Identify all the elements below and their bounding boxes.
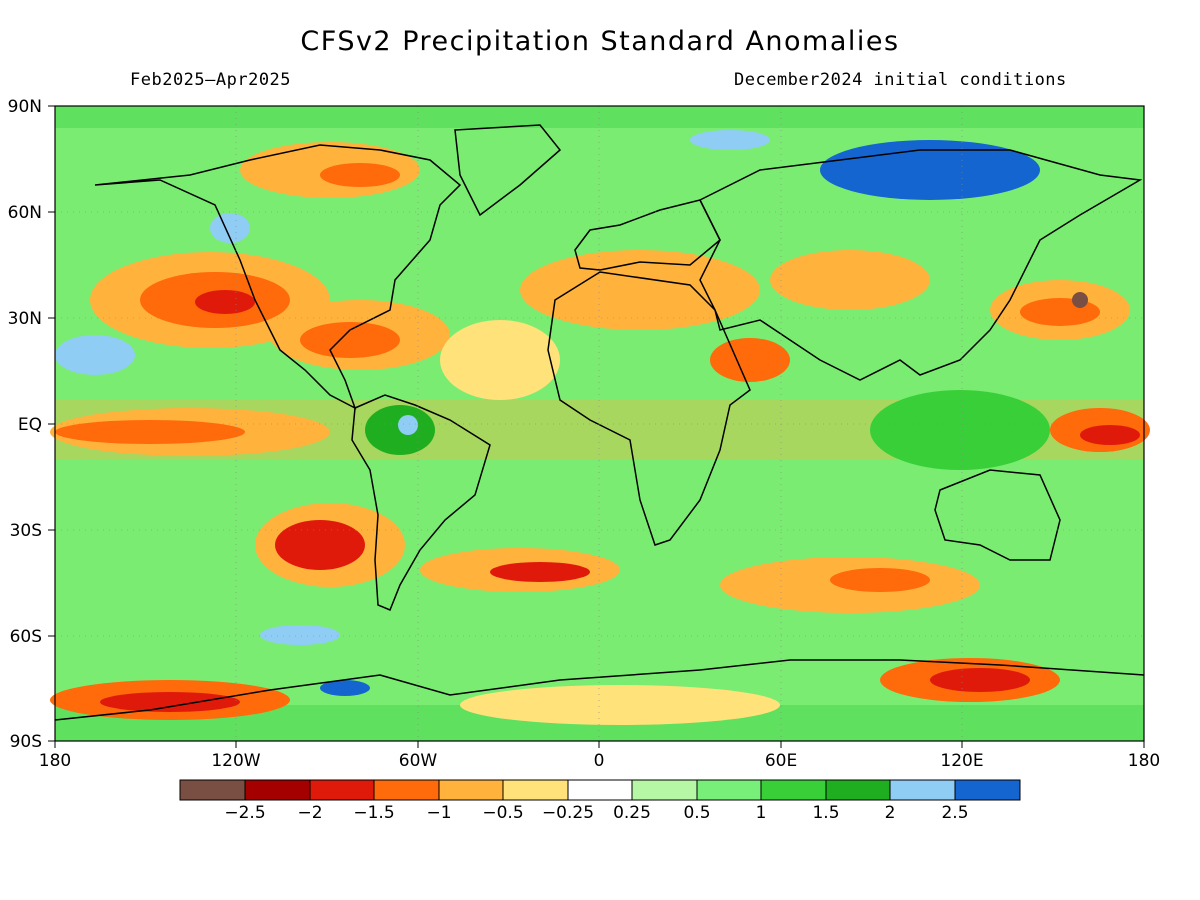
anomaly-patches	[50, 130, 1150, 725]
anomaly-patch	[275, 520, 365, 570]
anomaly-patch	[830, 568, 930, 592]
colorbar-label: 1	[756, 803, 767, 823]
colorbar-swatch	[631, 779, 698, 801]
colorbar-label: 0.5	[683, 803, 710, 823]
latitude-labels: 90N 60N 30N EQ 30S 60S 90S	[8, 97, 42, 752]
lat-label: 90N	[8, 97, 42, 117]
colorbar-swatch	[954, 779, 1021, 801]
arctic-band	[55, 106, 1144, 128]
colorbar-label: 1.5	[812, 803, 839, 823]
colorbar-labels: −2.5 −2 −1.5 −1 −0.5 −0.25 0.25 0.5 1 1.…	[224, 803, 968, 823]
colorbar-swatch	[502, 779, 569, 801]
lon-label: 180	[39, 751, 71, 771]
coastline-africa	[547, 271, 751, 546]
map-panel	[48, 105, 1150, 748]
anomaly-patch	[195, 290, 255, 314]
coastline-south-america	[351, 394, 491, 611]
anomaly-patch	[320, 163, 400, 187]
anomaly-patch	[710, 338, 790, 382]
anomaly-patch	[770, 250, 930, 310]
colorbar-label: −2	[297, 803, 322, 823]
colorbar-label: −1	[426, 803, 451, 823]
colorbar-label: 0.25	[613, 803, 651, 823]
lon-label: 180	[1128, 751, 1160, 771]
colorbar-swatch	[309, 779, 375, 801]
lat-label: EQ	[18, 415, 42, 435]
colorbar-swatch	[438, 779, 504, 801]
colorbar-swatch	[760, 779, 827, 801]
anomaly-patch	[1020, 298, 1100, 326]
anomaly-patch	[520, 250, 760, 330]
anomaly-patch	[300, 322, 400, 358]
anomaly-patch	[260, 625, 340, 645]
colorbar-swatch	[567, 779, 633, 801]
anomaly-patch	[440, 320, 560, 400]
colorbar-label: 2	[885, 803, 896, 823]
anomaly-patch	[100, 692, 240, 712]
lon-label: 120E	[940, 751, 983, 771]
lat-label: 60S	[10, 627, 42, 647]
anomaly-patch	[398, 415, 418, 435]
anomaly-patch	[1080, 425, 1140, 445]
colorbar-swatch	[373, 779, 440, 801]
anomaly-patch	[55, 420, 245, 444]
lon-label: 0	[594, 751, 605, 771]
lon-label: 60W	[399, 751, 438, 771]
colorbar-swatch	[696, 779, 762, 801]
colorbar-swatch	[889, 779, 956, 801]
longitude-labels: 180 120W 60W 0 60E 120E 180	[39, 751, 1160, 771]
forecast-period: Feb2025–Apr2025	[130, 70, 292, 90]
coastlines	[54, 124, 1145, 721]
colorbar-label: −1.5	[353, 803, 394, 823]
lat-label: 30N	[8, 309, 42, 329]
lon-label: 60E	[765, 751, 797, 771]
colorbar: −2.5 −2 −1.5 −1 −0.5 −0.25 0.25 0.5 1 1.…	[179, 779, 1021, 823]
colorbar-label: −0.25	[542, 803, 594, 823]
anomaly-patch	[1072, 292, 1088, 308]
colorbar-swatch	[825, 779, 891, 801]
coastline-greenland	[454, 124, 562, 217]
lat-label: 30S	[10, 521, 42, 541]
tick-marks	[48, 105, 1145, 748]
initial-conditions: December2024 initial conditions	[734, 70, 1067, 90]
colorbar-label: 2.5	[941, 803, 968, 823]
anomaly-patch	[320, 680, 370, 696]
anomaly-patch	[490, 562, 590, 582]
anomaly-patch	[210, 213, 250, 243]
coastline-north-america	[94, 144, 462, 410]
anomaly-patch	[55, 335, 135, 375]
colorbar-label: −0.5	[482, 803, 523, 823]
anomaly-patch	[930, 668, 1030, 692]
colorbar-label: −2.5	[224, 803, 265, 823]
colorbar-swatches	[179, 779, 1021, 801]
anomaly-patch	[870, 390, 1050, 470]
anomaly-patch	[460, 685, 780, 725]
colorbar-swatch	[179, 779, 246, 801]
coastline-antarctica	[54, 659, 1145, 721]
colorbar-swatch	[244, 779, 311, 801]
lat-label: 90S	[10, 732, 42, 752]
map-title: CFSv2 Precipitation Standard Anomalies	[300, 26, 900, 57]
lon-label: 120W	[211, 751, 260, 771]
lat-label: 60N	[8, 203, 42, 223]
anomaly-patch	[690, 130, 770, 150]
coastline-asia	[698, 149, 1143, 381]
anomaly-patch	[820, 140, 1040, 200]
coastline-australia	[934, 469, 1061, 561]
